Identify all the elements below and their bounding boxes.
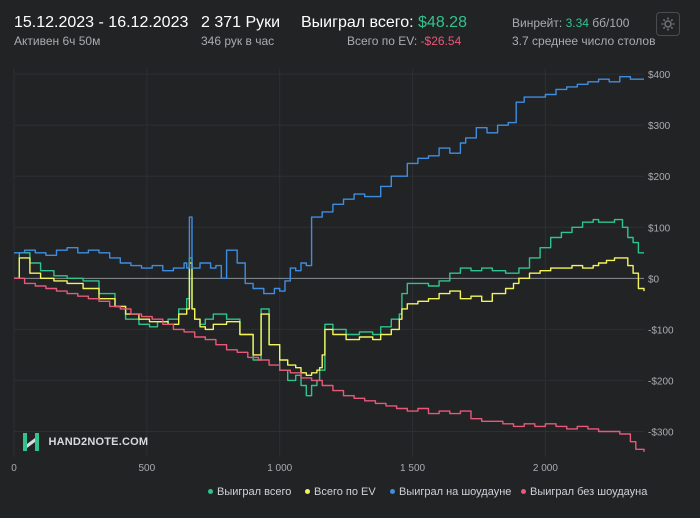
winrate-label: Винрейт:: [512, 16, 563, 30]
legend-label: Выиграл на шоудауне: [399, 486, 512, 498]
legend-item-ev-total[interactable]: Всего по EV: [305, 486, 376, 498]
series-line-3: [14, 277, 645, 452]
won-total-label: Выиграл всего:: [301, 14, 414, 31]
y-tick-label: -$200: [648, 376, 674, 387]
ev-total-value: -$26.54: [420, 34, 462, 48]
winrate-stat: Винрейт: 3.34 бб/100: [512, 16, 629, 30]
stats-header: 15.12.2023 - 16.12.2023 Активен 6ч 50м 2…: [0, 0, 700, 60]
hands-count: 2 371 Руки: [201, 14, 281, 31]
y-axis-ticks: $400 $300 $200 $100 $0 -$100 -$200 -$300: [648, 70, 674, 438]
series-line-0: [14, 218, 644, 397]
date-range: 15.12.2023 - 16.12.2023: [14, 14, 189, 31]
chart-series: [14, 76, 645, 452]
x-tick-label: 1 000: [267, 463, 292, 474]
y-tick-label: $200: [648, 172, 671, 183]
y-tick-label: -$100: [648, 325, 674, 336]
x-axis-ticks: 0 500 1 000 1 500 2 000: [11, 463, 558, 474]
legend-dot: [390, 488, 395, 494]
legend-dot: [305, 488, 310, 494]
hands-per-hour: 346 рук в час: [201, 34, 275, 48]
winrate-unit: бб/100: [592, 16, 630, 30]
legend-dot: [521, 488, 526, 494]
x-tick-label: 2 000: [533, 463, 558, 474]
legend-label: Выиграл без шоудауна: [530, 486, 648, 498]
hand2note-logo-icon: [23, 433, 39, 451]
legend-label: Всего по EV: [314, 486, 376, 498]
winrate-value: 3.34: [565, 16, 589, 30]
x-tick-label: 0: [11, 463, 17, 474]
ev-total-stat: Всего по EV: -$26.54: [347, 34, 461, 48]
active-time: Активен 6ч 50м: [14, 34, 101, 48]
won-total-value: $48.28: [418, 14, 467, 31]
ev-total-label: Всего по EV:: [347, 34, 418, 48]
legend-label: Выиграл всего: [217, 486, 292, 498]
hand2note-logo: HAND2NOTE.COM: [22, 432, 148, 454]
settings-button[interactable]: [656, 12, 680, 36]
legend-item-won-total[interactable]: Выиграл всего: [208, 486, 291, 498]
gear-icon: [661, 17, 675, 31]
y-tick-label: $300: [648, 121, 671, 132]
won-total-stat: Выиграл всего: $48.28: [301, 14, 467, 32]
y-tick-label: $0: [648, 274, 660, 285]
legend-item-won-no-showdown[interactable]: Выиграл без шоудауна: [521, 486, 647, 498]
series-line-1: [14, 257, 645, 376]
chart-grid: [13, 69, 644, 457]
x-tick-label: 1 500: [400, 463, 425, 474]
y-tick-label: $400: [648, 70, 671, 81]
chart-legend: Выиграл всего Всего по EV Выиграл на шоу…: [0, 486, 700, 504]
series-line-2: [14, 76, 644, 295]
x-tick-label: 500: [139, 463, 156, 474]
logo-text: HAND2NOTE.COM: [48, 436, 149, 448]
legend-item-won-showdown[interactable]: Выиграл на шоудауне: [390, 486, 511, 498]
avg-tables: 3.7 среднее число столов: [512, 34, 656, 48]
y-tick-label: -$300: [648, 427, 674, 438]
legend-dot: [208, 488, 213, 494]
y-tick-label: $100: [648, 223, 671, 234]
